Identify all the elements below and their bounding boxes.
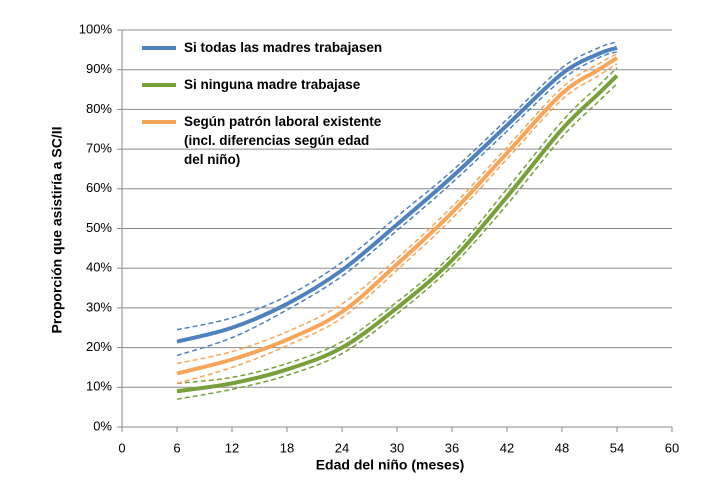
x-axis-title: Edad del niño (meses) [316, 457, 465, 473]
legend-label: Según patrón laboral existente (incl. di… [184, 114, 382, 167]
x-tick-label: 12 [225, 440, 239, 455]
y-tick-label: 100% [79, 21, 113, 36]
legend: Si todas las madres trabajasen Si ninguna… [142, 38, 392, 187]
x-tick-label: 42 [500, 440, 514, 455]
legend-swatch [142, 83, 176, 87]
legend-item: Si todas las madres trabajasen [142, 38, 392, 57]
series-line [176, 45, 618, 344]
band-line [176, 67, 618, 385]
band-line [176, 51, 618, 357]
y-tick-label: 20% [86, 339, 112, 354]
x-tick-label: 30 [390, 440, 404, 455]
y-tick-label: 10% [86, 379, 112, 394]
x-tick-label: 0 [118, 440, 125, 455]
y-tick-label: 40% [86, 260, 112, 275]
x-tick-label: 6 [173, 440, 180, 455]
y-axis-title: Proporción que asistiría a SC/II [49, 127, 65, 334]
legend-item: Si ninguna madre trabajase [142, 75, 392, 94]
y-tick-label: 70% [86, 141, 112, 156]
legend-label: Si todas las madres trabajasen [184, 40, 383, 55]
y-tick-label: 80% [86, 101, 112, 116]
y-tick-label: 60% [86, 180, 112, 195]
legend-item: Según patrón laboral existente (incl. di… [142, 112, 392, 169]
y-tick-label: 0% [93, 418, 112, 433]
legend-swatch [142, 46, 176, 50]
series-line [176, 74, 619, 394]
y-tick-label: 90% [86, 61, 112, 76]
y-tick-label: 30% [86, 299, 112, 314]
band-line [176, 41, 618, 331]
y-tick-label: 50% [86, 220, 112, 235]
x-tick-label: 18 [280, 440, 294, 455]
legend-swatch [142, 120, 176, 124]
series-line [176, 56, 619, 376]
x-tick-label: 36 [445, 440, 459, 455]
x-tick-label: 24 [335, 440, 349, 455]
x-tick-label: 48 [555, 440, 569, 455]
legend-label: Si ninguna madre trabajase [184, 77, 361, 92]
band-line [176, 53, 618, 365]
band-line [176, 83, 618, 400]
band-line [176, 63, 618, 385]
x-tick-label: 60 [665, 440, 679, 455]
x-tick-label: 54 [610, 440, 624, 455]
